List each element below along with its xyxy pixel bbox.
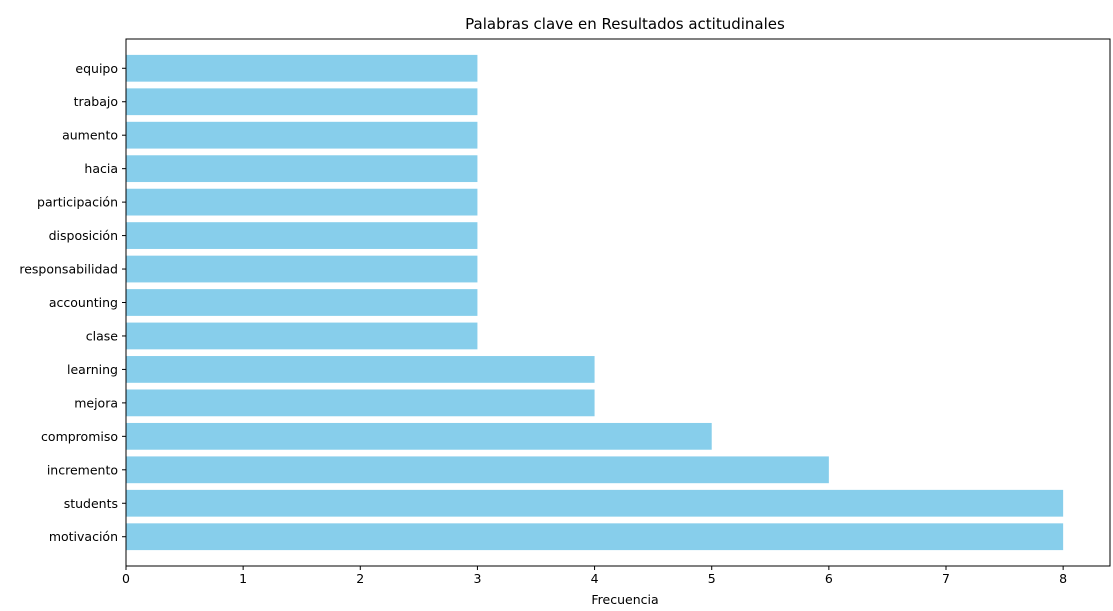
y-tick-label: hacia	[84, 161, 118, 176]
x-axis-ticks: 0 1 2 3 4 5 6 7 8	[122, 566, 1067, 586]
y-tick-label: disposición	[49, 228, 118, 243]
bars-layer	[126, 54, 1064, 551]
bar-compromiso	[126, 422, 712, 450]
bar-equipo	[126, 54, 478, 82]
x-tick-label: 0	[122, 571, 130, 586]
chart-title: Palabras clave en Resultados actitudinal…	[465, 15, 785, 33]
y-tick-label: mejora	[74, 395, 118, 410]
y-tick-label: responsabilidad	[19, 262, 118, 277]
bar-participación	[126, 188, 478, 216]
bar-mejora	[126, 389, 595, 417]
x-tick-label: 4	[591, 571, 599, 586]
y-tick-label: learning	[67, 362, 118, 377]
bar-accounting	[126, 289, 478, 316]
x-tick-label: 6	[825, 571, 833, 586]
plot-frame	[125, 38, 1111, 567]
y-axis-ticks: motivación students incremento compromiso me…	[19, 61, 126, 544]
bar-trabajo	[126, 88, 478, 116]
y-tick-label: compromiso	[41, 429, 118, 444]
bar-learning	[126, 356, 595, 383]
bar-clase	[126, 322, 478, 350]
bar-incremento	[126, 456, 829, 484]
bar-aumento	[126, 121, 478, 149]
x-tick-label: 2	[356, 571, 364, 586]
y-tick-label: motivación	[49, 529, 118, 544]
y-tick-label: clase	[86, 328, 119, 343]
x-tick-label: 5	[708, 571, 716, 586]
x-tick-label: 1	[239, 571, 247, 586]
y-tick-label: accounting	[49, 295, 118, 310]
bar-disposición	[126, 222, 478, 249]
y-tick-label: aumento	[62, 128, 118, 143]
y-tick-label: equipo	[75, 61, 118, 76]
x-axis-label: Frecuencia	[591, 592, 658, 607]
bar-hacia	[126, 155, 478, 183]
x-tick-label: 8	[1059, 571, 1067, 586]
x-tick-label: 7	[942, 571, 950, 586]
bar-responsabilidad	[126, 255, 478, 283]
bar-motivación	[126, 523, 1064, 551]
y-tick-label: trabajo	[74, 94, 118, 109]
x-tick-label: 3	[473, 571, 481, 586]
y-tick-label: incremento	[47, 462, 118, 477]
y-tick-label: participación	[37, 195, 118, 210]
bar-students	[126, 489, 1064, 517]
y-tick-label: students	[64, 496, 118, 511]
